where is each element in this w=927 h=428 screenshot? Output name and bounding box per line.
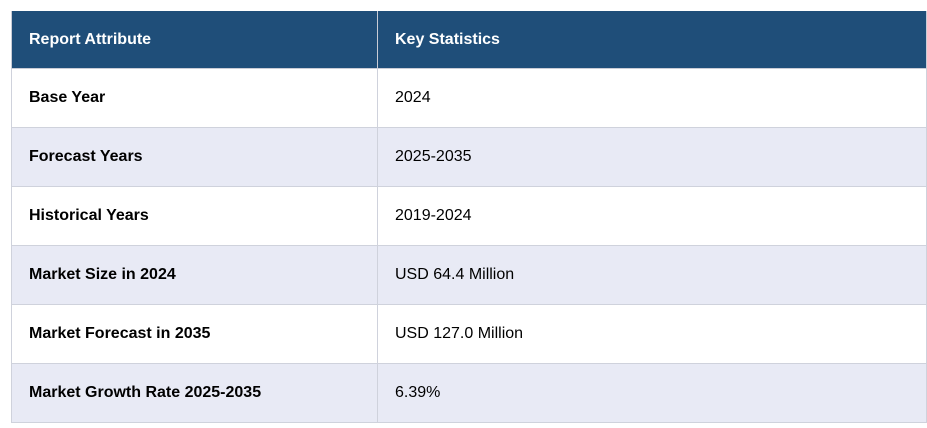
report-table-container: Report Attribute Key Statistics Base Yea… — [11, 11, 927, 423]
value-cell: 6.39% — [377, 363, 927, 423]
value-cell: 2024 — [377, 68, 927, 128]
value-cell: USD 127.0 Million — [377, 304, 927, 364]
column-header-key-statistics: Key Statistics — [377, 11, 927, 69]
attribute-cell: Forecast Years — [11, 127, 378, 187]
column-header-report-attribute: Report Attribute — [11, 11, 378, 69]
report-statistics-table: Report Attribute Key Statistics Base Yea… — [11, 11, 927, 423]
table-row: Historical Years 2019-2024 — [11, 186, 927, 246]
attribute-cell: Base Year — [11, 68, 378, 128]
attribute-cell: Market Size in 2024 — [11, 245, 378, 305]
attribute-cell: Market Growth Rate 2025-2035 — [11, 363, 378, 423]
table-row: Market Forecast in 2035 USD 127.0 Millio… — [11, 304, 927, 364]
value-cell: 2025-2035 — [377, 127, 927, 187]
attribute-cell: Market Forecast in 2035 — [11, 304, 378, 364]
table-row: Base Year 2024 — [11, 68, 927, 128]
table-row: Market Size in 2024 USD 64.4 Million — [11, 245, 927, 305]
table-header-row: Report Attribute Key Statistics — [11, 11, 927, 69]
table-row: Forecast Years 2025-2035 — [11, 127, 927, 187]
value-cell: USD 64.4 Million — [377, 245, 927, 305]
table-row: Market Growth Rate 2025-2035 6.39% — [11, 363, 927, 423]
value-cell: 2019-2024 — [377, 186, 927, 246]
attribute-cell: Historical Years — [11, 186, 378, 246]
